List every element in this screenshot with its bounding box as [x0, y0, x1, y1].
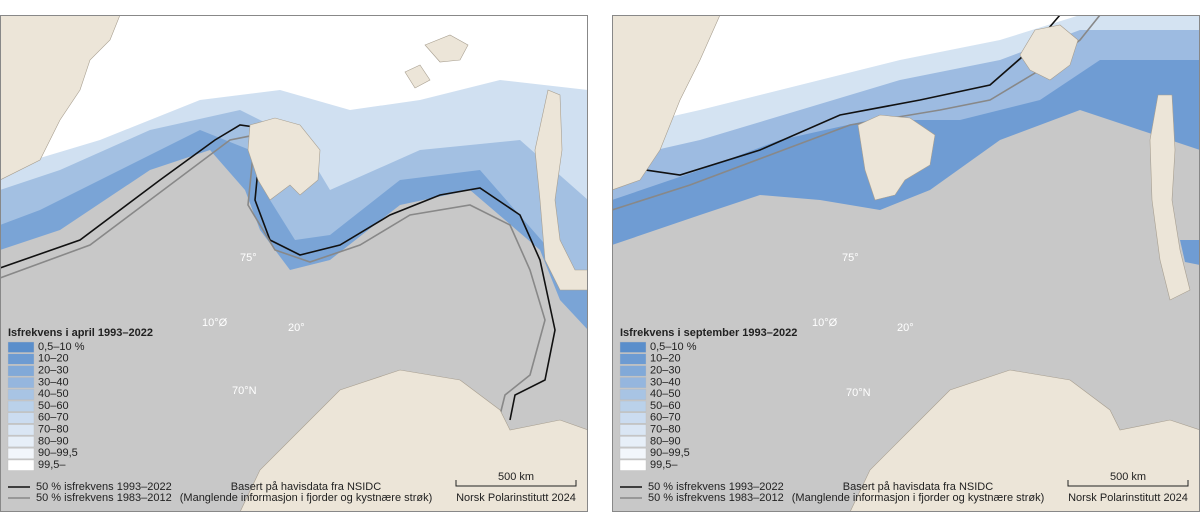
legend-label: 50–60	[38, 400, 69, 412]
legend-label: 99,5–	[38, 459, 66, 471]
legend-label: 50 % isfrekvens 1983–2012	[648, 492, 784, 504]
legend-title: Isfrekvens i september 1993–2022	[620, 327, 797, 339]
credit: Norsk Polarinstitutt 2024	[456, 492, 576, 504]
legend-label: 10–20	[650, 353, 681, 365]
land-greenland	[0, 15, 121, 181]
land-novaya-zemlya	[534, 89, 588, 291]
scale-label: 500 km	[1110, 471, 1146, 483]
legend-swatch	[619, 436, 647, 448]
sea-ice-free	[50, 180, 215, 320]
legend-swatch	[619, 412, 647, 424]
legend-swatch	[619, 459, 647, 471]
legend-swatch	[7, 353, 35, 365]
source-note: (Manglende informasjon i fjorder og kyst…	[792, 492, 1044, 504]
land-svalbard	[857, 114, 936, 201]
land-scandinavia	[239, 369, 588, 512]
legend-label: 40–50	[38, 388, 69, 400]
legend-swatch	[619, 424, 647, 436]
legend-swatch	[7, 448, 35, 459]
legend-label: 50 % isfrekvens 1993–2022	[648, 481, 784, 493]
land-islands	[424, 34, 469, 63]
legend-label: 70–80	[650, 424, 681, 436]
legend-swatch	[7, 436, 35, 448]
land-greenland	[612, 15, 721, 191]
land-novaya-zemlya	[1149, 94, 1191, 301]
graticule-label: 20°	[288, 322, 305, 334]
source: Basert på havisdata fra NSIDC	[843, 481, 993, 493]
legend-label: 99,5–	[650, 459, 678, 471]
legend-swatch	[7, 377, 35, 389]
legend-swatch	[619, 400, 647, 412]
scale-label: 500 km	[498, 471, 534, 483]
legend-label: 30–40	[650, 376, 681, 388]
legend-swatch	[7, 389, 35, 400]
graticule-label: 75°	[842, 252, 859, 264]
ice-edge-line	[0, 124, 556, 421]
legend-swatch	[619, 448, 647, 459]
legend-label: 20–30	[650, 365, 681, 377]
land-islands	[1019, 24, 1079, 81]
ice-band	[1180, 240, 1200, 265]
legend-swatch	[619, 389, 647, 400]
land-scandinavia	[849, 369, 1200, 512]
legend-swatch	[619, 341, 647, 353]
legend-label: 50–60	[650, 400, 681, 412]
graticule-label: 70°N	[232, 385, 257, 397]
legend-label: 0,5–10 %	[38, 341, 85, 353]
land-islands	[404, 64, 431, 89]
legend-swatch	[7, 424, 35, 436]
legend-label: 30–40	[38, 376, 69, 388]
source-note: (Manglende informasjon i fjorder og kyst…	[180, 492, 432, 504]
legend-swatch	[7, 412, 35, 424]
credit: Norsk Polarinstitutt 2024	[1068, 492, 1188, 504]
scale-bar	[455, 480, 577, 487]
legend-swatch	[7, 459, 35, 471]
legend-label: 60–70	[38, 412, 69, 424]
legend-label: 40–50	[650, 388, 681, 400]
legend-title: Isfrekvens i april 1993–2022	[8, 327, 153, 339]
legend-label: 80–90	[38, 435, 69, 447]
graticule-label: 20°	[897, 322, 914, 334]
legend-swatch	[7, 400, 35, 412]
legend-label: 10–20	[38, 353, 69, 365]
map-frame	[0, 15, 588, 512]
ice-band	[612, 15, 1080, 130]
graticule-label: 10°Ø	[812, 317, 838, 329]
land-svalbard	[247, 117, 321, 201]
legend-label: 60–70	[650, 412, 681, 424]
graticule-label: 75°	[240, 252, 257, 264]
ice-edge-line	[0, 134, 546, 416]
legend-label: 90–99,5	[650, 447, 690, 459]
map-september: 75° 10°Ø 20° 70°N	[612, 15, 1200, 512]
scale-bar	[1067, 480, 1189, 487]
legend-swatch	[619, 365, 647, 377]
legend-swatch	[7, 341, 35, 353]
legend-label: 90–99,5	[38, 447, 78, 459]
map-april: 75° 10°Ø 20° 70°N	[0, 15, 588, 512]
graticule-label: 70°N	[846, 387, 871, 399]
legend-label: 0,5–10 %	[650, 341, 697, 353]
legend-swatch	[619, 377, 647, 389]
graticule-label: 10°Ø	[202, 317, 228, 329]
source: Basert på havisdata fra NSIDC	[231, 481, 381, 493]
legend-swatch	[7, 365, 35, 377]
legend-label: 70–80	[38, 424, 69, 436]
legend-label: 50 % isfrekvens 1993–2022	[36, 481, 172, 493]
legend-label: 50 % isfrekvens 1983–2012	[36, 492, 172, 504]
legend-swatch	[619, 353, 647, 365]
legend-label: 80–90	[650, 435, 681, 447]
legend-label: 20–30	[38, 365, 69, 377]
